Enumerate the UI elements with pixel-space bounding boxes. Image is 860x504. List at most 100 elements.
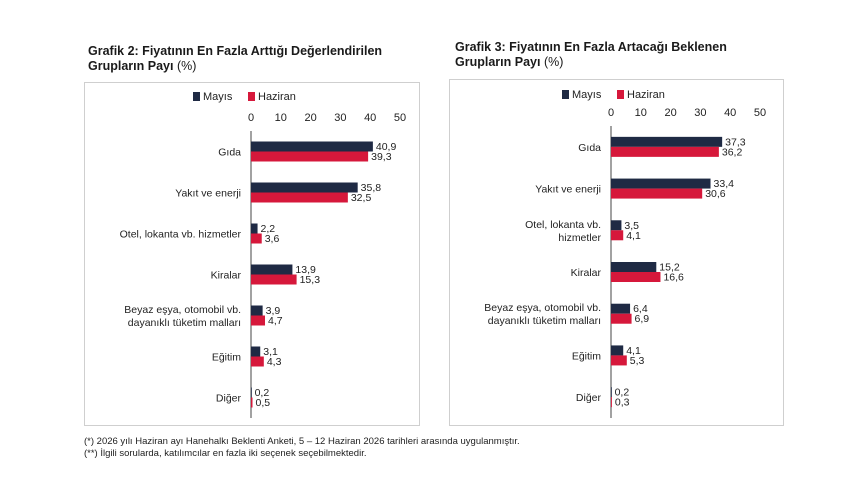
chart-3-category-label-1: Gıda xyxy=(578,142,601,154)
chart-3-value-label-mayis-5: 6,4 xyxy=(633,303,648,315)
chart-2-bar-haziran-1 xyxy=(251,151,369,162)
chart-3-bar-mayis-3 xyxy=(611,220,622,231)
chart-3-legend: Mayıs Haziran xyxy=(562,89,665,101)
chart-3-value-label-mayis-1: 37,3 xyxy=(725,136,746,148)
chart-3-bar-haziran-7 xyxy=(611,397,612,408)
chart-2-value-label-haziran-6: 4,3 xyxy=(267,356,282,368)
chart-2-category-label-1: Gıda xyxy=(218,147,241,159)
chart-2-title-line2: Grupların Payı xyxy=(88,59,174,73)
chart-2-bar-haziran-4 xyxy=(251,274,297,285)
chart-2-value-label-haziran-2: 32,5 xyxy=(351,192,372,204)
chart-3-bar-haziran-5 xyxy=(611,313,632,324)
chart-3-title-line1: Grafik 3: Fiyatının En Fazla Artacağı Be… xyxy=(455,40,727,54)
chart-3-xtick-20: 20 xyxy=(664,107,676,119)
chart-2-xtick-0: 0 xyxy=(248,112,254,124)
chart-3-legend-label-2: Haziran xyxy=(627,89,665,101)
chart-3-unit: (%) xyxy=(543,55,564,69)
chart-3-category-label-4: Kiralar xyxy=(571,267,602,279)
chart-2-value-label-haziran-3: 3,6 xyxy=(265,233,280,245)
chart-2-bar-mayis-2 xyxy=(251,182,358,193)
chart-2-category-label-4: Kiralar xyxy=(211,270,242,282)
chart-2-bar-mayis-1 xyxy=(251,141,373,152)
chart-3-frame: Mayıs Haziran 0 10 20 30 40 50 Gıda 37,3 36,2 Yakıt… xyxy=(449,79,784,426)
chart-2-legend-swatch-1 xyxy=(193,92,200,101)
chart-3-value-label-mayis-3: 3,5 xyxy=(624,220,639,232)
chart-2-legend-label-1: Mayıs xyxy=(203,91,233,103)
chart-2-xtick-40: 40 xyxy=(364,112,376,124)
chart-3-title: Grafik 3: Fiyatının En Fazla Artacağı Be… xyxy=(455,40,815,70)
chart-3-xtick-50: 50 xyxy=(754,107,766,119)
chart-2-category-label-5: Beyaz eşya, otomobil vb. dayanıklı tüketi… xyxy=(124,304,241,329)
chart-3-category-label-5: Beyaz eşya, otomobil vb. dayanıklı tüketi… xyxy=(484,302,601,327)
chart-3-value-label-haziran-6: 5,3 xyxy=(630,355,645,367)
chart-3-xtick-30: 30 xyxy=(694,107,706,119)
chart-2-title-line1: Grafik 2: Fiyatının En Fazla Arttığı Değ… xyxy=(88,44,383,58)
chart-2-value-label-mayis-7: 0,2 xyxy=(255,387,270,399)
chart-2-category-label-7: Diğer xyxy=(216,393,242,405)
chart-2-value-label-mayis-6: 3,1 xyxy=(263,346,278,358)
chart-2-value-label-mayis-1: 40,9 xyxy=(376,141,397,153)
chart-3-value-label-haziran-5: 6,9 xyxy=(635,313,650,325)
chart-3-value-label-mayis-6: 4,1 xyxy=(626,345,641,357)
chart-2-value-label-haziran-1: 39,3 xyxy=(371,151,392,163)
chart-3-xtick-40: 40 xyxy=(724,107,736,119)
chart-2-xtick-20: 20 xyxy=(304,112,316,124)
chart-2-bar-mayis-7 xyxy=(251,387,252,398)
chart-3-legend-swatch-2 xyxy=(617,90,624,99)
chart-3-bar-haziran-4 xyxy=(611,272,661,282)
chart-3-bar-mayis-7 xyxy=(611,387,612,398)
chart-3-value-label-haziran-1: 36,2 xyxy=(722,146,743,158)
chart-2-legend: Mayıs Haziran xyxy=(193,91,296,103)
chart-3-bar-mayis-5 xyxy=(611,303,631,314)
chart-2-bar-mayis-3 xyxy=(251,223,258,234)
chart-3-value-label-haziran-7: 0,3 xyxy=(615,397,630,409)
footnote-2: (**) İlgili sorularda, katılımcılar en f… xyxy=(84,448,367,459)
chart-3-bar-mayis-6 xyxy=(611,345,624,356)
chart-3-bar-haziran-2 xyxy=(611,188,703,199)
chart-2-bar-haziran-3 xyxy=(251,233,262,244)
chart-2-category-label-6: Eğitim xyxy=(212,352,241,364)
chart-3-value-label-haziran-4: 16,6 xyxy=(663,272,684,284)
chart-3-value-label-mayis-2: 33,4 xyxy=(714,178,735,190)
chart-2-unit: (%) xyxy=(176,59,197,73)
chart-2-title: Grafik 2: Fiyatının En Fazla Arttığı Değ… xyxy=(88,44,448,74)
chart-2-bar-mayis-5 xyxy=(251,305,263,316)
chart-2-category-label-3: Otel, lokanta vb. hizmetler xyxy=(120,229,242,241)
chart-2-legend-label-2: Haziran xyxy=(258,91,296,103)
chart-2-value-label-haziran-5: 4,7 xyxy=(268,315,283,327)
chart-3-value-label-haziran-2: 30,6 xyxy=(705,188,726,200)
chart-3-category-label-2: Yakıt ve enerji xyxy=(535,184,601,196)
chart-3-value-label-haziran-3: 4,1 xyxy=(626,230,641,242)
chart-3-legend-swatch-1 xyxy=(562,90,569,99)
chart-3-title-line2: Grupların Payı xyxy=(455,55,541,69)
chart-2-bar-mayis-4 xyxy=(251,264,293,275)
chart-2-xtick-30: 30 xyxy=(334,112,346,124)
chart-2-value-label-mayis-3: 2,2 xyxy=(261,223,276,235)
chart-2-value-label-mayis-2: 35,8 xyxy=(361,182,382,194)
chart-3-value-label-mayis-7: 0,2 xyxy=(615,387,630,399)
chart-2-category-label-2: Yakıt ve enerji xyxy=(175,188,241,200)
chart-2-svg: Mayıs Haziran 0 10 20 30 40 50 Gıda 40,939,3 Yakıt… xyxy=(120,91,406,418)
chart-3-bar-haziran-3 xyxy=(611,230,624,241)
chart-3-bar-mayis-4 xyxy=(611,262,657,272)
chart-2-bar-haziran-2 xyxy=(251,192,348,203)
chart-3-bar-haziran-1 xyxy=(611,146,719,157)
chart-2-bar-haziran-6 xyxy=(251,356,264,367)
chart-3-category-label-3: Otel, lokanta vb. hizmetler xyxy=(525,219,601,244)
chart-2-bar-haziran-5 xyxy=(251,315,266,326)
chart-2-value-label-haziran-4: 15,3 xyxy=(300,274,321,286)
chart-2-frame: Mayıs Haziran 0 10 20 30 40 50 Gıda 40,9 39,3 Yakıt… xyxy=(84,82,420,426)
chart-3-value-label-mayis-4: 15,2 xyxy=(659,262,680,274)
chart-3-legend-label-1: Mayıs xyxy=(572,89,602,101)
chart-3-bar-haziran-6 xyxy=(611,355,627,366)
chart-3-category-label-7: Diğer xyxy=(576,392,602,404)
chart-3-category-label-6: Eğitim xyxy=(572,350,601,362)
chart-2-value-label-mayis-4: 13,9 xyxy=(295,264,316,276)
chart-3-bar-mayis-1 xyxy=(611,136,723,147)
chart-2-value-label-mayis-5: 3,9 xyxy=(266,305,281,317)
chart-3-xtick-10: 10 xyxy=(635,107,647,119)
chart-2-bar-haziran-7 xyxy=(251,397,253,408)
chart-2-xtick-10: 10 xyxy=(275,112,287,124)
chart-2-xtick-50: 50 xyxy=(394,112,406,124)
chart-2-value-label-haziran-7: 0,5 xyxy=(255,397,270,409)
